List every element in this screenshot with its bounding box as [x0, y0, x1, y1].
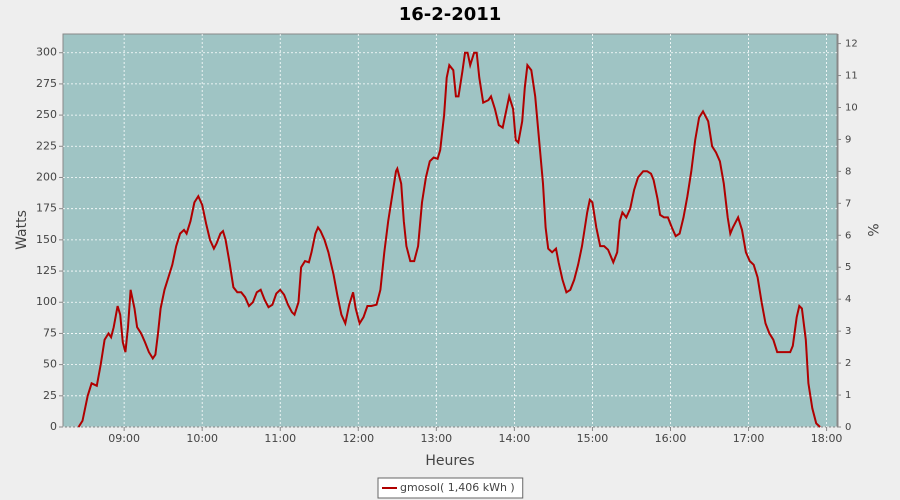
x-tick-label: 09:00	[108, 432, 140, 445]
y-axis-label: Watts	[14, 210, 30, 250]
y2-tick-label: 5	[845, 262, 851, 273]
y-tick-label: 50	[43, 358, 57, 371]
x-tick-label: 13:00	[420, 432, 452, 445]
y2-tick-label: 11	[845, 71, 858, 82]
y2-tick-label: 2	[845, 358, 851, 369]
y-tick-label: 25	[43, 389, 57, 402]
y-tick-label: 75	[43, 326, 57, 339]
y2-tick-label: 6	[845, 230, 851, 241]
y2-tick-label: 12	[845, 39, 858, 50]
y-tick-label: 300	[36, 46, 57, 59]
y-tick-label: 100	[36, 295, 57, 308]
y2-tick-label: 10	[845, 102, 858, 113]
x-tick-label: 14:00	[499, 432, 531, 445]
y2-tick-label: 3	[845, 326, 851, 337]
y-tick-label: 0	[50, 420, 57, 433]
y2-axis-label: %	[864, 223, 880, 236]
x-tick-label: 18:00	[811, 432, 843, 445]
legend-label: gmosol( 1,406 kWh )	[400, 481, 515, 494]
x-tick-label: 17:00	[733, 432, 765, 445]
plot-area	[62, 33, 838, 428]
y-tick-label: 275	[36, 77, 57, 90]
legend-box	[377, 477, 524, 499]
y-tick-label: 225	[36, 139, 57, 152]
y-tick-label: 250	[36, 108, 57, 121]
y-tick-label: 125	[36, 264, 57, 277]
x-tick-label: 15:00	[577, 432, 609, 445]
x-tick-label: 12:00	[342, 432, 374, 445]
series-line	[77, 51, 821, 428]
y2-tick-label: 4	[845, 294, 851, 305]
x-axis-label: Heures	[425, 453, 474, 469]
y-tick-label: 175	[36, 202, 57, 215]
y2-tick-label: 9	[845, 134, 851, 145]
y-tick-label: 200	[36, 170, 57, 183]
y-tick-label: 150	[36, 233, 57, 246]
y2-tick-label: 7	[845, 198, 851, 209]
x-tick-label: 16:00	[655, 432, 687, 445]
y2-tick-label: 0	[845, 422, 851, 433]
chart-title: 16-2-2011	[399, 4, 502, 25]
legend: gmosol( 1,406 kWh )	[377, 477, 524, 499]
x-tick-label: 10:00	[186, 432, 218, 445]
y2-tick-label: 1	[845, 390, 851, 401]
x-tick-label: 11:00	[264, 432, 296, 445]
y2-tick-label: 8	[845, 166, 851, 177]
